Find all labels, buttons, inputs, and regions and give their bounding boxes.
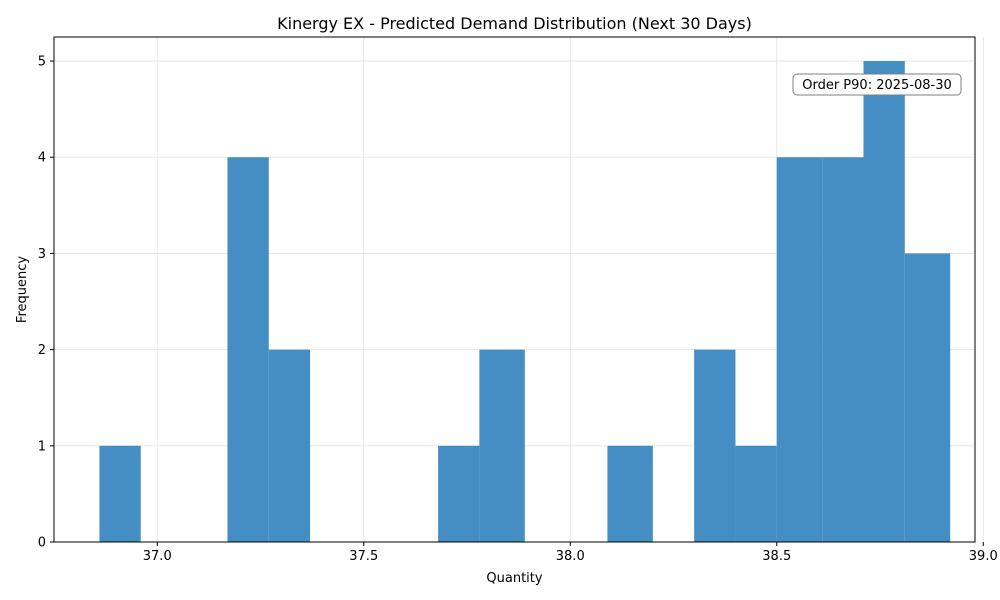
x-tick-label: 38.5	[762, 549, 791, 564]
y-tick-label: 0	[38, 536, 46, 551]
bars	[99, 61, 951, 543]
histogram-bar	[607, 445, 653, 542]
annotation-box: Order P90: 2025-08-30	[792, 73, 962, 96]
x-tick-label: 38.0	[556, 549, 585, 564]
y-tick-label: 2	[38, 343, 46, 358]
histogram-bar	[694, 349, 736, 542]
y-tick-label: 5	[38, 55, 46, 70]
y-tick-label: 4	[38, 151, 46, 166]
histogram-bar	[904, 253, 951, 542]
annotation-frame	[792, 73, 962, 96]
y-axis-label: Frequency	[15, 256, 30, 323]
annotation-text: Order P90: 2025-08-30	[802, 78, 952, 93]
histogram-bar	[268, 349, 311, 542]
histogram-bar	[776, 157, 823, 542]
x-tick-label: 39.0	[969, 549, 998, 564]
x-axis-ticks: 37.0 37.5 38.0 38.5 39.0	[143, 542, 998, 564]
histogram-bar	[735, 445, 777, 542]
histogram-bar	[479, 349, 525, 542]
x-tick-label: 37.5	[349, 549, 378, 564]
y-tick-label: 1	[38, 439, 46, 454]
chart-title: Kinergy EX - Predicted Demand Distributi…	[277, 14, 752, 33]
histogram-bar	[227, 157, 269, 542]
plot-frame	[53, 36, 976, 543]
histogram-bar	[99, 445, 141, 542]
histogram-bar	[438, 445, 480, 542]
x-axis-label: Quantity	[486, 571, 542, 586]
histogram-bar	[863, 61, 905, 543]
x-tick-label: 37.0	[143, 549, 172, 564]
y-tick-label: 3	[38, 247, 46, 262]
y-axis-ticks: 0 1 2 3 4 5	[38, 55, 54, 551]
histogram-bar	[822, 157, 864, 542]
